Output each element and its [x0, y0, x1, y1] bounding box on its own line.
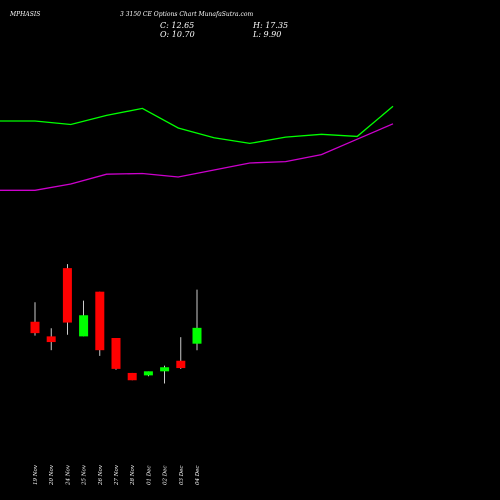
candle-7 [143, 371, 153, 377]
low-value: L: 9.90 [253, 30, 282, 39]
candle-body [111, 338, 121, 369]
x-tick-label: 27 Nov [114, 464, 120, 486]
candle-9 [176, 337, 186, 369]
candle-body [176, 360, 186, 369]
candle-6 [127, 372, 137, 381]
lower-indicator-line [0, 123, 394, 191]
candle-3 [79, 300, 89, 337]
candles [30, 264, 202, 384]
x-tick-label: 25 Nov [82, 464, 88, 486]
candle-body [192, 327, 202, 344]
candle-0 [30, 302, 40, 336]
chart-symbol: MPHASIS [10, 11, 41, 18]
x-tick-label: 28 Nov [130, 464, 136, 486]
indicator-lines [0, 105, 394, 191]
chart-subtitle: 3 3150 CE Options Chart MunafaSutra.com [120, 11, 254, 18]
candle-body [62, 268, 72, 323]
x-tick-label: 20 Nov [49, 464, 55, 486]
candle-2 [62, 264, 72, 335]
x-axis-labels: 19 Nov 20 Nov 24 Nov 25 Nov 26 Nov 27 Nov 28 N… [33, 464, 201, 486]
close-value: C: 12.65 [160, 21, 195, 30]
x-tick-label: 03 Dec [179, 466, 185, 486]
high-value: H: 17.35 [253, 21, 289, 30]
open-value: O: 10.70 [160, 30, 195, 39]
candle-5 [111, 338, 121, 370]
x-tick-label: 02 Dec [163, 466, 169, 486]
x-tick-label: 24 Nov [65, 464, 71, 486]
x-tick-label: 26 Nov [98, 464, 104, 486]
candle-body [127, 372, 137, 381]
x-tick-label: 19 Nov [33, 464, 39, 485]
candle-4 [95, 291, 105, 356]
upper-indicator-line [0, 105, 394, 145]
candle-body [95, 291, 105, 351]
ohlc-readout: C: 12.65 H: 17.35 O: 10.70 L: 9.90 [160, 21, 320, 41]
x-tick-label: 01 Dec [146, 466, 152, 486]
candle-10 [192, 289, 202, 351]
candle-body [143, 371, 153, 376]
candle-1 [46, 328, 56, 351]
candle-8 [160, 365, 170, 384]
candle-body [79, 315, 89, 337]
candle-body [30, 321, 40, 334]
x-tick-label: 04 Dec [195, 466, 201, 486]
candle-body [160, 367, 170, 372]
candle-body [46, 336, 56, 343]
